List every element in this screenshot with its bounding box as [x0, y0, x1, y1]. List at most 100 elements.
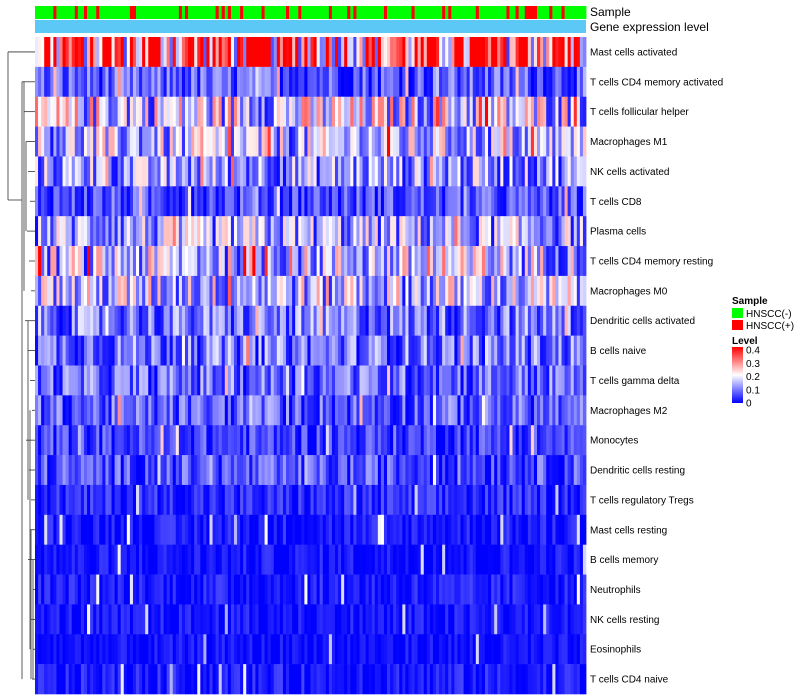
heatmap-cell — [145, 604, 149, 635]
heatmap-cell — [325, 186, 330, 217]
heatmap-cell — [44, 425, 48, 456]
heatmap-cell — [267, 126, 272, 157]
heatmap-cell — [74, 365, 79, 396]
heatmap-cell — [53, 186, 57, 217]
heatmap-cell — [126, 156, 131, 187]
heatmap-cell — [154, 335, 158, 366]
heatmap-cell — [227, 634, 232, 665]
heatmap-cell — [469, 455, 474, 486]
heatmap-cell — [399, 634, 403, 665]
heatmap-cell — [549, 216, 553, 247]
heatmap-cell — [65, 275, 70, 307]
heatmap-cell — [527, 574, 532, 605]
heatmap-cell — [310, 305, 314, 336]
heatmap-cell — [383, 305, 388, 336]
heatmap-cell — [429, 37, 434, 68]
heatmap-cell — [310, 425, 314, 456]
heatmap-cell — [338, 634, 342, 665]
sample-annotation-cell — [163, 6, 168, 19]
heatmap-cell — [249, 395, 253, 426]
heatmap-cell — [307, 484, 311, 516]
heatmap-cell — [105, 484, 109, 516]
heatmap-cell — [221, 664, 226, 695]
heatmap-cell — [347, 574, 351, 605]
heatmap-cell — [555, 335, 559, 366]
heatmap-cell — [497, 37, 501, 68]
heatmap-cell — [169, 574, 174, 605]
heatmap-cell — [322, 335, 327, 366]
heatmap-cell — [512, 455, 516, 486]
heatmap-cell — [200, 186, 204, 217]
heatmap-cell — [481, 425, 486, 456]
heatmap-cell — [286, 664, 290, 695]
heatmap-cell — [393, 484, 397, 516]
heatmap-cell — [350, 604, 354, 635]
heatmap-cell — [136, 66, 140, 98]
heatmap-cell — [341, 66, 345, 98]
heatmap-cell — [497, 574, 501, 605]
heatmap-cell — [249, 634, 253, 665]
heatmap-cell — [298, 96, 302, 127]
heatmap-cell — [212, 216, 216, 247]
heatmap-cell — [362, 365, 366, 396]
heatmap-cell — [402, 634, 406, 665]
heatmap-cell — [552, 634, 556, 665]
heatmap-cell — [163, 96, 168, 127]
sample-annotation-cell — [126, 6, 131, 19]
heatmap-cell — [53, 455, 57, 486]
heatmap-cell — [184, 37, 189, 68]
heatmap-cell — [558, 484, 562, 516]
heatmap-cell — [221, 37, 226, 68]
heatmap-cell — [166, 574, 171, 605]
heatmap-cell — [390, 544, 394, 575]
heatmap-cell — [111, 395, 115, 426]
heatmap-cell — [218, 275, 223, 307]
heatmap-cell — [500, 574, 504, 605]
heatmap-cell — [249, 37, 253, 68]
heatmap-cell — [451, 484, 455, 516]
heatmap-cell — [123, 634, 128, 665]
heatmap-cell — [475, 37, 480, 68]
heatmap-cell — [108, 186, 112, 217]
heatmap-cell — [344, 186, 348, 217]
heatmap-cell — [56, 574, 60, 605]
heatmap-cell — [399, 664, 403, 695]
sample-annotation-cell — [561, 6, 565, 19]
heatmap-cell — [506, 275, 510, 307]
heatmap-cell — [59, 514, 63, 545]
heatmap-cell — [145, 634, 149, 665]
heatmap-cell — [255, 96, 259, 127]
heatmap-cell — [289, 216, 293, 247]
heatmap-cell — [80, 305, 85, 336]
heatmap-cell — [264, 664, 269, 695]
heatmap-cell — [472, 96, 477, 127]
heatmap-cell — [102, 664, 106, 695]
heatmap-cell — [313, 484, 318, 516]
heatmap-cell — [126, 126, 131, 157]
heatmap-cell — [460, 514, 464, 545]
heatmap-cell — [157, 96, 161, 127]
heatmap-cell — [136, 275, 140, 307]
heatmap-cell — [552, 514, 556, 545]
heatmap-cell — [469, 246, 474, 277]
heatmap-cell — [582, 634, 587, 665]
heatmap-cell — [359, 634, 363, 665]
heatmap-cell — [108, 246, 112, 277]
heatmap-cell — [279, 96, 284, 127]
heatmap-cell — [549, 275, 553, 307]
heatmap-cell — [218, 96, 223, 127]
heatmap-cell — [123, 66, 128, 98]
heatmap-cell — [102, 395, 106, 426]
heatmap-cell — [276, 455, 281, 486]
sample-annotation-cell — [549, 6, 553, 19]
heatmap-cell — [552, 395, 556, 426]
heatmap-cell — [261, 156, 265, 187]
heatmap-cell — [218, 335, 223, 366]
heatmap-cell — [261, 305, 265, 336]
heatmap-cell — [59, 664, 63, 695]
heatmap-cell — [53, 246, 57, 277]
heatmap-cell — [368, 246, 373, 277]
heatmap-cell — [365, 156, 370, 187]
heatmap-cell — [383, 335, 388, 366]
heatmap-cell — [313, 604, 318, 635]
